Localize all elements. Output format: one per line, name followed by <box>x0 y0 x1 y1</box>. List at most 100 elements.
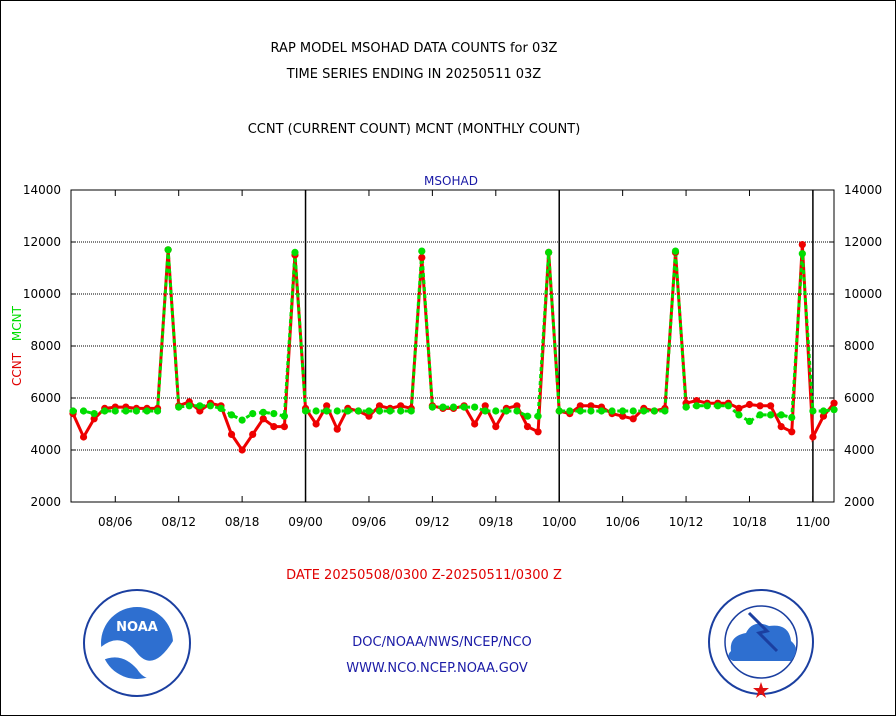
data-point-ccnt <box>323 402 331 410</box>
data-point-ccnt <box>523 423 532 431</box>
y-tick-label-left: 12000 <box>23 235 61 249</box>
data-point-mcnt <box>640 407 648 415</box>
data-point-ccnt <box>693 397 701 405</box>
data-point-ccnt <box>735 404 743 412</box>
data-point-mcnt <box>227 411 236 419</box>
data-point-ccnt <box>777 423 785 431</box>
data-point-ccnt <box>756 402 764 410</box>
data-point-mcnt <box>259 408 267 416</box>
data-point-mcnt <box>375 407 384 415</box>
data-point-ccnt <box>238 446 246 454</box>
x-tick-label: 11/00 <box>796 515 831 529</box>
y-axis-label-mcnt: MCNT <box>10 305 24 341</box>
data-point-mcnt <box>745 417 754 425</box>
chart-title-line-1: RAP MODEL MSOHAD DATA COUNTS for 03Z <box>271 41 558 56</box>
data-point-mcnt <box>523 412 532 420</box>
data-point-mcnt <box>502 407 510 415</box>
data-point-ccnt <box>767 402 775 410</box>
website-link[interactable]: WWW.NCO.NCEP.NOAA.GOV <box>346 661 528 676</box>
data-point-mcnt <box>608 407 616 415</box>
y-tick-label-left: 6000 <box>30 391 61 405</box>
data-point-mcnt <box>714 402 722 410</box>
data-point-mcnt <box>428 403 436 411</box>
plot-area <box>70 189 835 503</box>
data-point-mcnt <box>597 407 606 415</box>
data-point-mcnt <box>280 412 288 420</box>
x-tick-label: 09/12 <box>415 515 450 529</box>
data-point-mcnt <box>661 407 669 415</box>
data-point-ccnt <box>227 430 236 438</box>
data-point-mcnt <box>418 247 426 255</box>
data-point-mcnt <box>196 402 204 410</box>
data-point-mcnt <box>439 403 447 411</box>
data-point-mcnt <box>185 402 193 410</box>
data-point-mcnt <box>344 407 352 415</box>
x-tick-label: 10/00 <box>542 515 577 529</box>
cloud-icon <box>728 623 796 661</box>
data-point-mcnt <box>397 407 405 415</box>
x-tick-label: 08/18 <box>225 515 260 529</box>
data-point-ccnt <box>259 415 267 423</box>
data-point-mcnt <box>101 407 109 415</box>
y-tick-label-right: 10000 <box>844 287 882 301</box>
data-point-ccnt <box>333 425 341 433</box>
data-point-mcnt <box>650 407 658 415</box>
date-range: DATE 20250508/0300 Z-20250511/0300 Z <box>286 568 562 583</box>
data-point-mcnt <box>249 410 257 418</box>
data-point-mcnt <box>724 402 732 410</box>
data-point-ccnt <box>576 402 584 410</box>
nws-logo <box>708 589 814 698</box>
data-point-mcnt <box>407 407 415 415</box>
data-point-mcnt <box>354 407 362 415</box>
lightning-icon <box>747 611 779 653</box>
data-point-mcnt <box>513 407 521 415</box>
data-point-mcnt <box>175 403 183 411</box>
data-point-ccnt <box>745 400 754 409</box>
y-tick-label-right: 2000 <box>844 495 875 509</box>
y-axis-label-ccnt: CCNT <box>10 352 24 386</box>
noaa-logo: NOAA <box>83 589 191 697</box>
data-point-mcnt <box>566 407 574 415</box>
data-point-ccnt <box>481 402 489 410</box>
data-point-mcnt <box>619 407 627 415</box>
data-point-mcnt <box>555 407 563 415</box>
data-point-ccnt <box>819 412 828 420</box>
data-point-mcnt <box>671 247 680 255</box>
data-point-mcnt <box>534 412 542 420</box>
data-point-ccnt <box>587 402 595 410</box>
y-tick-label-left: 14000 <box>23 183 61 197</box>
data-point-mcnt <box>386 407 394 415</box>
data-point-mcnt <box>798 250 806 258</box>
axis-ticks: 2000 2000 4000 4000 6000 6000 8000 8000 10000 100… <box>23 183 882 529</box>
x-tick-label: 08/06 <box>98 515 133 529</box>
data-point-mcnt <box>69 407 77 415</box>
data-point-ccnt <box>830 399 838 407</box>
data-point-mcnt <box>333 407 341 415</box>
data-point-mcnt <box>788 413 796 422</box>
data-point-ccnt <box>492 423 500 431</box>
data-point-mcnt <box>682 403 690 411</box>
data-point-mcnt <box>291 248 299 256</box>
org-path-link[interactable]: DOC/NOAA/NWS/NCEP/NCO <box>352 635 531 650</box>
data-point-ccnt <box>397 402 405 410</box>
data-point-mcnt <box>217 404 225 412</box>
data-point-mcnt <box>270 410 278 418</box>
x-tick-label: 09/18 <box>479 515 514 529</box>
data-point-mcnt <box>323 407 331 415</box>
x-tick-label: 09/06 <box>352 515 387 529</box>
x-tick-label: 10/06 <box>605 515 640 529</box>
data-point-ccnt <box>788 428 796 436</box>
y-tick-label-left: 4000 <box>30 443 61 457</box>
data-point-mcnt <box>122 407 130 415</box>
data-point-mcnt <box>312 407 320 415</box>
data-point-mcnt <box>587 407 595 415</box>
data-point-mcnt <box>79 407 88 415</box>
data-point-mcnt <box>767 411 775 419</box>
plot-label: MSOHAD <box>424 174 478 188</box>
data-point-mcnt <box>132 407 141 415</box>
data-point-mcnt <box>545 248 553 256</box>
data-point-ccnt <box>270 423 278 431</box>
data-point-ccnt <box>513 402 521 410</box>
